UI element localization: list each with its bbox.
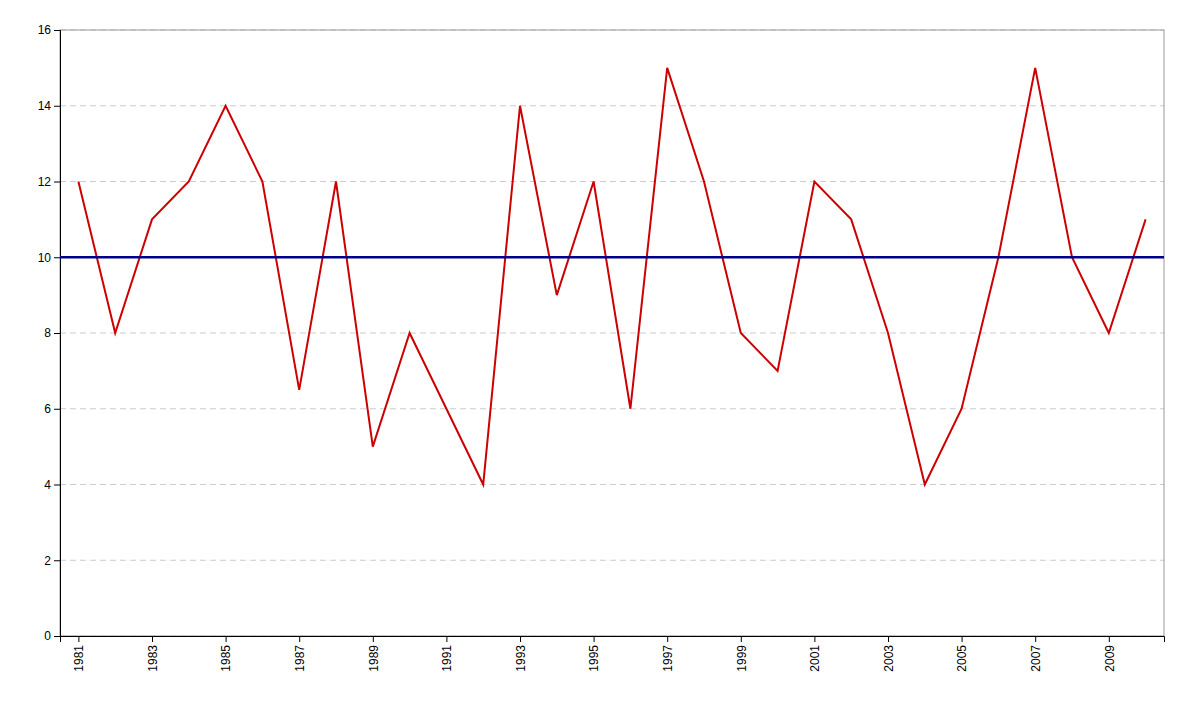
x-tick: 2007 [1029,636,1043,672]
x-tick-mark [888,636,889,642]
y-tick-label: 10 [38,251,52,265]
x-tick-label: 1999 [735,645,749,672]
y-tick: 16 [38,23,60,37]
y-tick-label: 2 [44,554,51,568]
x-tick-mark [667,636,668,642]
y-tick: 2 [44,554,60,568]
marks [60,68,1164,485]
y-tick-label: 0 [44,629,51,643]
y-tick: 8 [44,326,60,340]
y-tick: 6 [44,402,60,416]
x-tick: 1983 [146,636,160,672]
chart: 1981 1983 1985 1987 1989 1991 1993 1995 1997 1999… [0,0,1200,716]
x-tick-label: 2001 [808,645,822,672]
y-axis: 0 2 4 6 8 10 12 14 16 [38,23,61,643]
y-tick-mark [54,636,60,637]
y-tick-label: 12 [38,175,52,189]
y-tick-label: 6 [44,402,51,416]
x-tick-mark [814,636,815,642]
grid-line [60,333,1164,334]
x-tick-label: 1995 [587,645,601,672]
y-tick: 4 [44,478,60,492]
x-axis-line [61,637,1165,643]
x-tick-label: 1983 [146,645,160,672]
y-axis-line [54,31,61,637]
y-tick-label: 14 [38,99,52,113]
x-tick: 1995 [587,636,601,672]
x-tick-mark [299,636,300,642]
y-tick-mark [54,409,60,410]
x-tick-label: 1981 [72,645,86,672]
x-tick: 1985 [219,636,233,672]
y-tick-mark [54,333,60,334]
y-tick-label: 8 [44,326,51,340]
x-axis: 1981 1983 1985 1987 1989 1991 1993 1995 1997 1999… [61,636,1165,672]
y-tick-mark [54,30,60,31]
y-tick-mark [54,106,60,107]
x-tick-label: 1991 [440,645,454,672]
y-tick-mark [54,485,60,486]
x-tick-label: 1997 [661,645,675,672]
y-tick-mark [54,182,60,183]
y-tick: 14 [38,99,60,113]
x-tick-label: 1989 [367,645,381,672]
x-tick-mark [78,636,79,642]
x-tick-mark [446,636,447,642]
x-tick: 2001 [808,636,822,672]
x-tick: 1989 [367,636,381,672]
x-tick: 1981 [72,636,86,672]
y-tick-label: 16 [38,23,52,37]
mean-line [60,256,1164,259]
x-tick-mark [373,636,374,642]
plot: 1981 1983 1985 1987 1989 1991 1993 1995 1997 1999… [38,23,1165,671]
grid-line [60,484,1164,485]
x-tick-label: 1985 [219,645,233,672]
x-tick-label: 2005 [955,645,969,672]
x-tick: 1993 [514,636,528,672]
x-tick: 2003 [882,636,896,672]
grid-line [60,257,1164,258]
y-tick-mark [54,560,60,561]
y-tick-mark [54,257,60,258]
y-tick: 10 [38,251,60,265]
y-tick: 12 [38,175,60,189]
x-tick-label: 2009 [1103,645,1117,672]
grid-line [60,560,1164,561]
x-tick: 1997 [661,636,675,672]
grid-line [60,181,1164,182]
plot-frame [60,30,1164,636]
x-tick-mark [152,636,153,642]
x-tick: 1991 [440,636,454,672]
x-tick-label: 1993 [514,645,528,672]
grid [60,30,1164,636]
y-tick: 0 [44,629,60,643]
x-tick-mark [226,636,227,642]
x-tick-label: 1987 [293,645,307,672]
x-tick-label: 2007 [1029,645,1043,672]
x-tick-mark [962,636,963,642]
x-tick-mark [594,636,595,642]
x-tick-mark [520,636,521,642]
x-tick-mark [1109,636,1110,642]
x-tick-mark [1035,636,1036,642]
x-tick: 2005 [955,636,969,672]
x-tick-label: 2003 [882,645,896,672]
x-tick: 1999 [735,636,749,672]
grid-line [60,408,1164,409]
x-tick-mark [741,636,742,642]
y-tick-label: 4 [44,478,51,492]
line [78,68,1145,485]
x-tick: 1987 [293,636,307,672]
x-tick: 2009 [1103,636,1117,672]
